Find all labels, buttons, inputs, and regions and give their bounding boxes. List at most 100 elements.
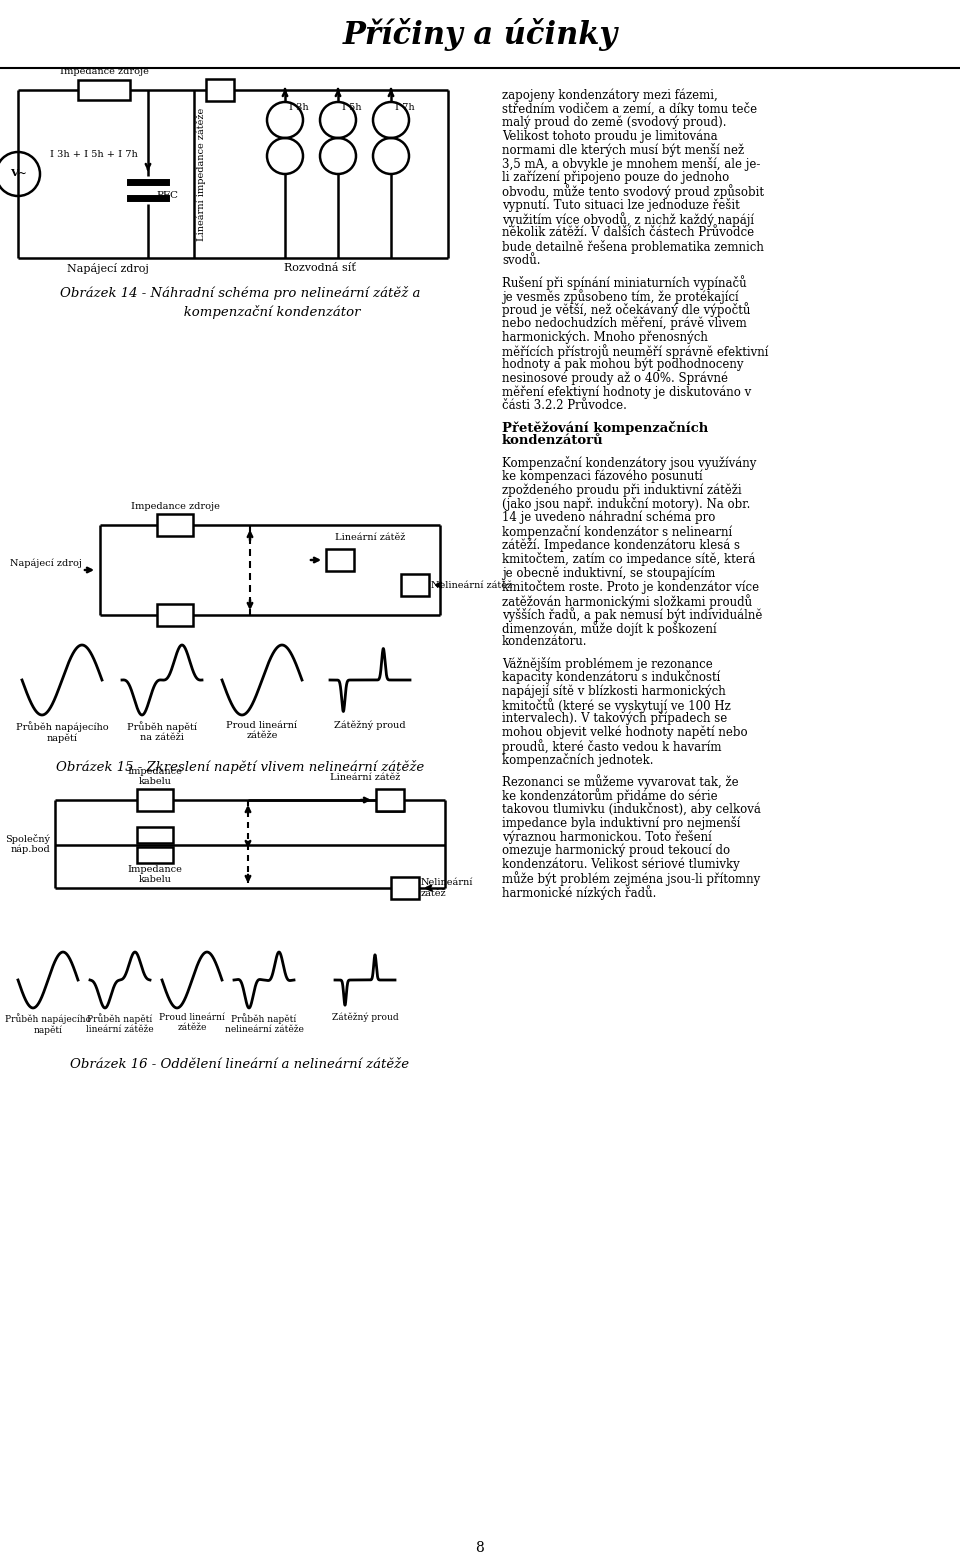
Text: kondenzátorů: kondenzátorů bbox=[502, 434, 604, 448]
Text: normami dle kterých musí být menší než: normami dle kterých musí být menší než bbox=[502, 143, 744, 157]
Text: ke kondenzátorům přidáme do série: ke kondenzátorům přidáme do série bbox=[502, 788, 718, 803]
Text: obvodu, může tento svodový proud způsobit: obvodu, může tento svodový proud způsobi… bbox=[502, 185, 764, 199]
Text: 14 je uvedeno náhradní schéma pro: 14 je uvedeno náhradní schéma pro bbox=[502, 511, 715, 525]
Text: bude detailně řešena problematika zemnich: bude detailně řešena problematika zemnic… bbox=[502, 240, 764, 254]
Text: kondenzátoru.: kondenzátoru. bbox=[502, 636, 588, 648]
Text: V~: V~ bbox=[10, 169, 26, 179]
Text: Rozvodná síť: Rozvodná síť bbox=[284, 263, 356, 272]
Text: Průběh napájecího
napětí: Průběh napájecího napětí bbox=[15, 720, 108, 742]
Text: kompenzačních jednotek.: kompenzačních jednotek. bbox=[502, 753, 654, 767]
Bar bbox=[137, 789, 173, 811]
Text: Zátěžný proud: Zátěžný proud bbox=[334, 720, 406, 730]
Text: Rušení při spínání miniaturních vypínačů: Rušení při spínání miniaturních vypínačů bbox=[502, 276, 747, 290]
Text: Velikost tohoto proudu je limitována: Velikost tohoto proudu je limitována bbox=[502, 130, 718, 143]
Bar bbox=[157, 514, 193, 536]
Text: svodů.: svodů. bbox=[502, 254, 540, 266]
Text: I 3h: I 3h bbox=[289, 103, 308, 113]
Text: dimenzován, může dojít k poškození: dimenzován, může dojít k poškození bbox=[502, 622, 716, 636]
Text: Impedance zdroje: Impedance zdroje bbox=[60, 67, 149, 77]
Text: zapojeny kondenzátory mezi fázemi,: zapojeny kondenzátory mezi fázemi, bbox=[502, 88, 718, 102]
Text: Obrázek 15 - Zkreslení napětí vlivem nelineární zátěže: Obrázek 15 - Zkreslení napětí vlivem nel… bbox=[56, 760, 424, 774]
Text: zpoždeného proudu při induktivní zátěži: zpoždeného proudu při induktivní zátěži bbox=[502, 484, 742, 496]
Text: vypnutí. Tuto situaci lze jednoduze řešit: vypnutí. Tuto situaci lze jednoduze řeši… bbox=[502, 199, 740, 213]
Text: napájejí sítě v blízkosti harmonických: napájejí sítě v blízkosti harmonických bbox=[502, 684, 726, 698]
Text: harmonických. Mnoho přenosných: harmonických. Mnoho přenosných bbox=[502, 330, 708, 343]
Text: Lineární zátěž: Lineární zátěž bbox=[330, 774, 400, 781]
Text: nesinosové proudy až o 40%. Správné: nesinosové proudy až o 40%. Správné bbox=[502, 371, 728, 385]
Bar bbox=[376, 789, 404, 811]
Bar bbox=[206, 78, 234, 100]
Text: hodnoty a pak mohou být podhodnoceny: hodnoty a pak mohou být podhodnoceny bbox=[502, 357, 743, 371]
Text: několik zátěží. V dalších částech Průvodce: několik zátěží. V dalších částech Průvod… bbox=[502, 226, 755, 240]
Text: Zátěžný proud: Zátěžný proud bbox=[332, 1013, 398, 1023]
Text: části 3.2.2 Průvodce.: části 3.2.2 Průvodce. bbox=[502, 399, 627, 412]
Text: Napájecí zdroj: Napájecí zdroj bbox=[67, 263, 149, 274]
Text: PFC: PFC bbox=[156, 191, 178, 199]
Text: Obrázek 14 - Náhradní schéma pro nelineární zátěž a: Obrázek 14 - Náhradní schéma pro nelineá… bbox=[60, 287, 420, 301]
Text: Průběh napětí
na zátěži: Průběh napětí na zátěži bbox=[127, 720, 197, 742]
Text: kondenzátoru. Velikost sériové tlumivky: kondenzátoru. Velikost sériové tlumivky bbox=[502, 857, 740, 871]
Text: ke kompenzaci fázového posunutí: ke kompenzaci fázového posunutí bbox=[502, 470, 703, 482]
Bar bbox=[137, 827, 173, 843]
Text: (jako jsou např. indukční motory). Na obr.: (jako jsou např. indukční motory). Na ob… bbox=[502, 496, 751, 511]
Text: proudů, které často vedou k havarím: proudů, které často vedou k havarím bbox=[502, 739, 722, 755]
Text: 8: 8 bbox=[475, 1541, 485, 1555]
Text: je obecně induktivní, se stoupajícím: je obecně induktivní, se stoupajícím bbox=[502, 567, 715, 579]
Text: kompenzační kondenzátor: kompenzační kondenzátor bbox=[120, 305, 360, 319]
Text: Průběh napájecího
napětí: Průběh napájecího napětí bbox=[5, 1013, 91, 1035]
Text: je vesměs způsobeno tím, že protékající: je vesměs způsobeno tím, že protékající bbox=[502, 288, 738, 304]
Text: Přetěžování kompenzačních: Přetěžování kompenzačních bbox=[502, 421, 708, 435]
Text: Obrázek 16 - Oddělení lineární a nelineární zátěže: Obrázek 16 - Oddělení lineární a nelineá… bbox=[70, 1059, 410, 1071]
Text: kmitočtem, zatím co impedance sítě, která: kmitočtem, zatím co impedance sítě, kter… bbox=[502, 553, 756, 567]
Bar bbox=[391, 877, 419, 899]
Text: Proud lineární
zátěže: Proud lineární zátěže bbox=[227, 720, 298, 741]
Text: výraznou harmonickou. Toto řešení: výraznou harmonickou. Toto řešení bbox=[502, 830, 711, 844]
Text: Impedance zdroje: Impedance zdroje bbox=[131, 503, 220, 511]
Text: kompenzační kondenzátor s nelinearní: kompenzační kondenzátor s nelinearní bbox=[502, 525, 732, 539]
Bar bbox=[157, 604, 193, 626]
Bar bbox=[326, 550, 354, 572]
Text: Nelineární zátěž: Nelineární zátěž bbox=[431, 581, 512, 589]
Text: intervalech). V takových případech se: intervalech). V takových případech se bbox=[502, 713, 728, 725]
Text: Rezonanci se můžeme vyvarovat tak, že: Rezonanci se můžeme vyvarovat tak, že bbox=[502, 775, 738, 789]
Text: li zařízení připojeno pouze do jednoho: li zařízení připojeno pouze do jednoho bbox=[502, 171, 730, 185]
Text: Příčiny a účinky: Příčiny a účinky bbox=[343, 17, 617, 52]
Text: využitím více obvodů, z nichž každý napájí: využitím více obvodů, z nichž každý napá… bbox=[502, 213, 754, 227]
Text: středním vodičem a zemí, a díky tomu teče: středním vodičem a zemí, a díky tomu teč… bbox=[502, 102, 757, 116]
Text: Lineární zátěž: Lineární zátěž bbox=[335, 532, 405, 542]
Bar bbox=[401, 575, 429, 597]
Text: Průběh napětí
lineární zátěže: Průběh napětí lineární zátěže bbox=[86, 1013, 154, 1034]
Text: zátěží. Impedance kondenzátoru klesá s: zátěží. Impedance kondenzátoru klesá s bbox=[502, 539, 740, 553]
Text: impedance byla induktivní pro nejmenší: impedance byla induktivní pro nejmenší bbox=[502, 816, 740, 830]
Text: mohou objevit velké hodnoty napětí nebo: mohou objevit velké hodnoty napětí nebo bbox=[502, 725, 748, 739]
Text: Vážnějším problémem je rezonance: Vážnějším problémem je rezonance bbox=[502, 656, 712, 670]
Text: I 3h + I 5h + I 7h: I 3h + I 5h + I 7h bbox=[50, 150, 137, 160]
Text: měřících přístrojů neuměří správně efektivní: měřících přístrojů neuměří správně efekt… bbox=[502, 345, 768, 359]
Text: kapacity kondenzátoru s indukčností: kapacity kondenzátoru s indukčností bbox=[502, 670, 720, 684]
Text: malý proud do země (svodový proud).: malý proud do země (svodový proud). bbox=[502, 116, 727, 128]
Text: Kompenzační kondenzátory jsou využívány: Kompenzační kondenzátory jsou využívány bbox=[502, 456, 756, 470]
Text: Nelineární
zátěž: Nelineární zátěž bbox=[421, 879, 473, 897]
Text: kmitočtů (které se vyskytují ve 100 Hz: kmitočtů (které se vyskytují ve 100 Hz bbox=[502, 698, 731, 713]
Text: Impedance
kabelu: Impedance kabelu bbox=[128, 864, 182, 885]
Text: Průběh napětí
nelineární zátěže: Průběh napětí nelineární zátěže bbox=[225, 1013, 303, 1034]
Text: takovou tlumivku (indukčnost), aby celková: takovou tlumivku (indukčnost), aby celko… bbox=[502, 802, 761, 816]
Text: I 5h: I 5h bbox=[342, 103, 362, 113]
Text: omezuje harmonický proud tekoucí do: omezuje harmonický proud tekoucí do bbox=[502, 844, 731, 857]
Text: zatěžován harmonickými složkami proudů: zatěžován harmonickými složkami proudů bbox=[502, 594, 752, 609]
Text: vyšších řadů, a pak nemusí být individuálně: vyšších řadů, a pak nemusí být individuá… bbox=[502, 608, 762, 622]
Text: I 7h: I 7h bbox=[395, 103, 415, 113]
Text: Impedance
kabelu: Impedance kabelu bbox=[128, 767, 182, 786]
Text: Napájecí zdroj: Napájecí zdroj bbox=[10, 559, 82, 568]
Text: měření efektivní hodnoty je diskutováno v: měření efektivní hodnoty je diskutováno … bbox=[502, 385, 752, 399]
Text: harmonické nízkých řadů.: harmonické nízkých řadů. bbox=[502, 885, 657, 900]
Text: nebo nedochudzích měření, právě vlivem: nebo nedochudzích měření, právě vlivem bbox=[502, 316, 747, 330]
Text: Lineární impedance zátěže: Lineární impedance zátěže bbox=[197, 108, 206, 241]
Text: proud je větší, než očekávaný dle výpočtů: proud je větší, než očekávaný dle výpočt… bbox=[502, 302, 751, 318]
Text: Proud lineární
zátěže: Proud lineární zátěže bbox=[159, 1013, 225, 1032]
Text: kmitočtem roste. Proto je kondenzátor více: kmitočtem roste. Proto je kondenzátor ví… bbox=[502, 579, 759, 594]
Text: může být problém zejména jsou-li přítomny: může být problém zejména jsou-li přítomn… bbox=[502, 871, 760, 886]
Text: 3,5 mA, a obvykle je mnohem menší, ale je-: 3,5 mA, a obvykle je mnohem menší, ale j… bbox=[502, 157, 760, 171]
Text: Společný
náp.bod: Společný náp.bod bbox=[5, 833, 50, 855]
Bar bbox=[137, 847, 173, 863]
